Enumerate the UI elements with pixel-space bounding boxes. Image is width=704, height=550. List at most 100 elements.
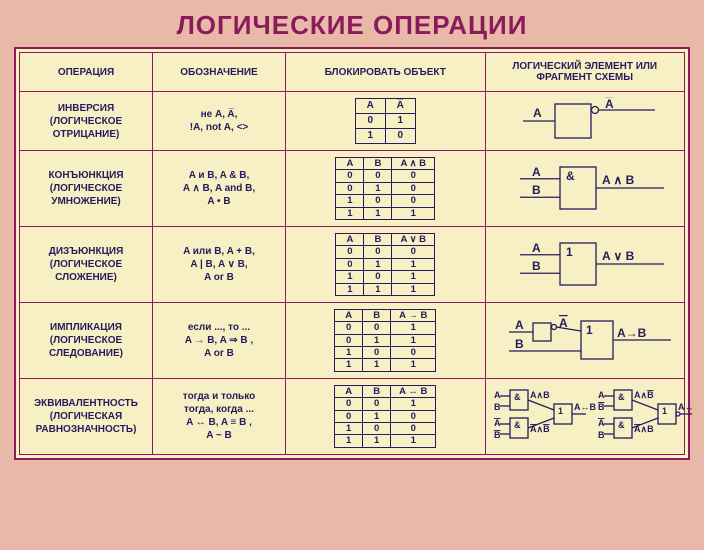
- gate-diagram: &ABA ∧ B: [500, 161, 670, 215]
- svg-text:&: &: [618, 392, 625, 402]
- svg-text:A↔B: A↔B: [574, 402, 596, 412]
- notation: не A, A̅,!A, not A, <>: [159, 108, 279, 134]
- op-name: ИНВЕРСИЯ(ЛОГИЧЕСКОЕОТРИЦАНИЕ): [26, 102, 146, 141]
- tt-cell: 1: [364, 182, 392, 194]
- gate-diagram: AA1BA→B: [495, 315, 675, 365]
- svg-text:A: A: [494, 418, 501, 428]
- tt-head: A: [335, 385, 363, 397]
- tt-cell: 1: [391, 435, 436, 447]
- svg-text:A∧B: A∧B: [530, 390, 550, 400]
- tt-cell: 1: [392, 271, 435, 283]
- svg-text:A: A: [494, 390, 501, 400]
- truth-table: AA̅0110: [355, 98, 416, 144]
- tt-cell: 1: [336, 283, 364, 295]
- svg-text:A: A: [598, 418, 605, 428]
- svg-text:B: B: [532, 260, 541, 274]
- tt-cell: 0: [391, 423, 436, 435]
- truth-table: ABA → B001011100111: [334, 309, 436, 372]
- tt-cell: 0: [392, 195, 435, 207]
- svg-text:1: 1: [586, 323, 593, 337]
- tt-cell: 0: [364, 271, 392, 283]
- tt-cell: 0: [363, 423, 391, 435]
- tt-cell: 1: [364, 283, 392, 295]
- header-block: БЛОКИРОВАТЬ ОБЪЕКТ: [286, 53, 486, 92]
- tt-cell: 1: [391, 322, 436, 334]
- tt-cell: 0: [364, 195, 392, 207]
- tt-cell: 1: [335, 435, 363, 447]
- tt-cell: 1: [385, 114, 415, 129]
- op-name: КОНЪЮНКЦИЯ(ЛОГИЧЕСКОЕУМНОЖЕНИЕ): [26, 169, 146, 208]
- gate-diagram: AA: [505, 97, 665, 145]
- tt-head: B: [364, 158, 392, 170]
- tt-cell: 1: [364, 207, 392, 219]
- tt-head: B: [363, 385, 391, 397]
- tt-cell: 1: [335, 359, 363, 371]
- truth-table: ABA ∨ B000011101111: [335, 233, 435, 296]
- op-name: ИМПЛИКАЦИЯ(ЛОГИЧЕСКОЕСЛЕДОВАНИЕ): [26, 321, 146, 360]
- tt-cell: 0: [364, 246, 392, 258]
- svg-text:A→B: A→B: [617, 326, 647, 340]
- truth-table: ABA ↔ B001010100111: [334, 385, 436, 448]
- svg-text:A↔B: A↔B: [678, 402, 692, 412]
- main-panel: ОПЕРАЦИЯ ОБОЗНАЧЕНИЕ БЛОКИРОВАТЬ ОБЪЕКТ …: [14, 47, 690, 460]
- tt-cell: 0: [335, 410, 363, 422]
- tt-cell: 1: [392, 258, 435, 270]
- svg-text:A: A: [515, 318, 524, 332]
- tt-cell: 1: [364, 258, 392, 270]
- tt-cell: 0: [391, 347, 436, 359]
- svg-text:B: B: [598, 430, 605, 440]
- tt-cell: 0: [363, 347, 391, 359]
- tt-cell: 0: [355, 114, 385, 129]
- notation: тогда и толькотогда, когда ...A ↔ B, A ≡…: [159, 390, 279, 442]
- svg-text:1: 1: [558, 406, 563, 416]
- table-row: КОНЪЮНКЦИЯ(ЛОГИЧЕСКОЕУМНОЖЕНИЕ)A и B, A …: [20, 151, 685, 227]
- tt-cell: 1: [335, 423, 363, 435]
- tt-head: A: [335, 309, 363, 321]
- page-title: ЛОГИЧЕСКИЕ ОПЕРАЦИИ: [14, 10, 690, 41]
- tt-head: B: [364, 233, 392, 245]
- tt-cell: 0: [392, 182, 435, 194]
- svg-text:&: &: [514, 392, 521, 402]
- tt-head: A ∧ B: [392, 158, 435, 170]
- gate-diagram: 1ABA ∨ B: [500, 237, 670, 291]
- tt-cell: 0: [392, 170, 435, 182]
- tt-cell: 0: [335, 398, 363, 410]
- svg-text:1: 1: [662, 406, 667, 416]
- tt-cell: 0: [335, 334, 363, 346]
- header-op: ОПЕРАЦИЯ: [20, 53, 153, 92]
- table-row: ДИЗЪЮНКЦИЯ(ЛОГИЧЕСКОЕСЛОЖЕНИЕ)A или B, A…: [20, 226, 685, 302]
- tt-cell: 1: [363, 410, 391, 422]
- header-notation: ОБОЗНАЧЕНИЕ: [153, 53, 286, 92]
- tt-cell: 0: [391, 410, 436, 422]
- tt-head: A̅: [385, 99, 415, 114]
- tt-cell: 0: [336, 246, 364, 258]
- tt-head: A ↔ B: [391, 385, 436, 397]
- tt-cell: 1: [335, 347, 363, 359]
- svg-text:A: A: [533, 106, 542, 120]
- tt-cell: 1: [336, 195, 364, 207]
- logic-table: ОПЕРАЦИЯ ОБОЗНАЧЕНИЕ БЛОКИРОВАТЬ ОБЪЕКТ …: [19, 52, 685, 455]
- tt-cell: 1: [336, 207, 364, 219]
- svg-text:A ∧ B: A ∧ B: [602, 173, 635, 187]
- tt-cell: 0: [363, 322, 391, 334]
- tt-head: A: [336, 158, 364, 170]
- svg-text:1: 1: [566, 245, 573, 259]
- notation: A или B, A + B,A | B, A ∨ B,A or B: [159, 245, 279, 284]
- tt-cell: 1: [391, 398, 436, 410]
- truth-table: ABA ∧ B000010100111: [335, 157, 435, 220]
- tt-cell: 1: [363, 334, 391, 346]
- svg-text:A: A: [532, 241, 541, 255]
- tt-cell: 0: [363, 398, 391, 410]
- tt-head: B: [363, 309, 391, 321]
- tt-cell: 0: [392, 246, 435, 258]
- svg-text:A∧B: A∧B: [634, 390, 654, 400]
- svg-text:A: A: [532, 165, 541, 179]
- header-row: ОПЕРАЦИЯ ОБОЗНАЧЕНИЕ БЛОКИРОВАТЬ ОБЪЕКТ …: [20, 53, 685, 92]
- tt-cell: 0: [336, 170, 364, 182]
- tt-cell: 1: [392, 207, 435, 219]
- op-name: ЭКВИВАЛЕНТНОСТЬ(ЛОГИЧЕСКАЯРАВНОЗНАЧНОСТЬ…: [26, 397, 146, 436]
- tt-head: A: [336, 233, 364, 245]
- table-row: ИМПЛИКАЦИЯ(ЛОГИЧЕСКОЕСЛЕДОВАНИЕ)если ...…: [20, 302, 685, 378]
- svg-text:&: &: [514, 420, 521, 430]
- svg-text:A: A: [605, 97, 614, 111]
